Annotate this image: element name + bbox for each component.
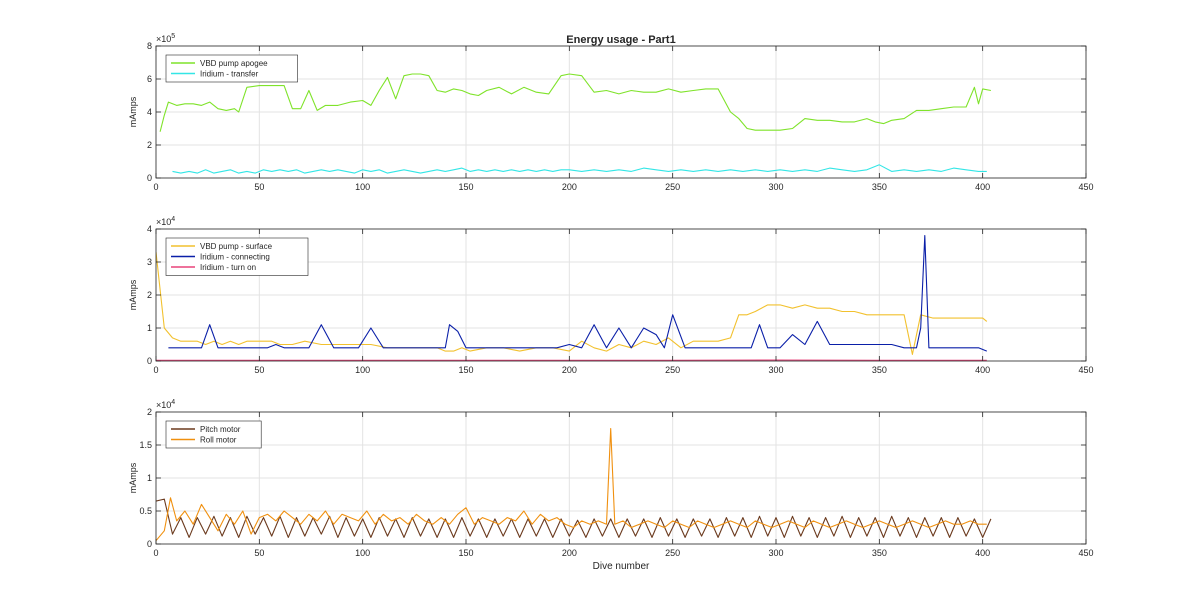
legend-entry: Iridium - transfer: [200, 70, 259, 79]
series-line-vbd-pump-surface: [156, 252, 988, 355]
y-tick-label: 0: [147, 173, 152, 183]
x-tick-label: 250: [665, 182, 680, 192]
series-line-iridium-transfer: [172, 164, 987, 174]
legend: Pitch motor Roll motor: [165, 420, 262, 449]
subplots-group: 0 50 100 150 200 250 300 350 400 45002468×105mAmp…: [128, 33, 1094, 558]
x-tick-label: 0: [153, 548, 158, 558]
x-tick-label: 50: [254, 548, 264, 558]
y-exponent-label: ×104: [156, 216, 175, 227]
y-tick-label: 0.5: [139, 506, 152, 516]
legend-entry: Roll motor: [200, 436, 237, 445]
series-group: [159, 73, 992, 174]
y-tick-label: 2: [147, 407, 152, 417]
x-tick-label: 350: [872, 548, 887, 558]
subplot-3: 0 50 100 150 200 250 300 350 400 450 0 0.5 1 1.5 2 ×104…: [128, 399, 1094, 558]
y-tick-label: 8: [147, 41, 152, 51]
x-tick-label: 200: [562, 365, 577, 375]
y-tick-label: 1: [147, 323, 152, 333]
x-tick-label: 50: [254, 182, 264, 192]
series-line-iridium-connecting: [168, 235, 988, 352]
x-tick-label: 300: [768, 182, 783, 192]
x-tick-label: 350: [872, 365, 887, 375]
x-tick-label: 400: [975, 548, 990, 558]
x-tick-label: 200: [562, 548, 577, 558]
x-tick-label: 150: [458, 365, 473, 375]
x-tick-label: 250: [665, 365, 680, 375]
x-tick-label: 100: [355, 182, 370, 192]
series-group: [156, 427, 992, 542]
y-tick-label: 1.5: [139, 440, 152, 450]
x-tick-label: 150: [458, 182, 473, 192]
x-tick-label: 250: [665, 548, 680, 558]
y-exponent-label: ×104: [156, 399, 175, 410]
x-tick-label: 100: [355, 365, 370, 375]
legend-entry: VBD pump - surface: [200, 242, 273, 251]
x-tick-label: 100: [355, 548, 370, 558]
x-tick-label: 450: [1078, 548, 1093, 558]
legend-entry: Iridium - connecting: [200, 253, 270, 262]
subplot-1: 0 50 100 150 200 250 300 350 400 450 0 2 4 6 8 ×105 mAmp…: [128, 33, 1094, 192]
y-tick-label: 2: [147, 140, 152, 150]
x-axis-label: Dive number: [593, 561, 650, 572]
legend: VBD pump - surface Iridium - connectingIr…: [165, 237, 309, 276]
x-tick-label: 300: [768, 548, 783, 558]
x-tick-label: 0: [153, 365, 158, 375]
y-exponent-label: ×105: [156, 33, 175, 44]
legend-box: [165, 54, 298, 83]
legend: VBD pump apogee Iridium - transfer: [165, 54, 298, 83]
x-tick-label: 450: [1078, 365, 1093, 375]
x-tick-label: 350: [872, 182, 887, 192]
series-line-vbd-pump-apogee: [159, 73, 992, 132]
y-axis-label: mAmps: [128, 96, 138, 127]
figure-title: Energy usage - Part1: [566, 34, 675, 46]
series-line-roll-motor: [156, 427, 987, 542]
y-tick-label: 6: [147, 74, 152, 84]
x-tick-label: 200: [562, 182, 577, 192]
y-tick-label: 0: [147, 356, 152, 366]
y-tick-label: 1: [147, 473, 152, 483]
subplot-2: 0 50 100 150 200 250 300 350 400 450 0 1 2 3 4 ×104 mAmp…: [128, 216, 1094, 375]
y-tick-label: 2: [147, 290, 152, 300]
x-tick-label: 300: [768, 365, 783, 375]
x-tick-label: 400: [975, 365, 990, 375]
legend-box: [165, 420, 262, 449]
x-tick-label: 50: [254, 365, 264, 375]
y-tick-label: 4: [147, 107, 152, 117]
x-tick-label: 0: [153, 182, 158, 192]
legend-entry: VBD pump apogee: [200, 59, 268, 68]
series-line-pitch-motor: [156, 498, 992, 538]
x-tick-label: 400: [975, 182, 990, 192]
y-tick-label: 3: [147, 257, 152, 267]
y-tick-label: 4: [147, 224, 152, 234]
y-axis-label: mAmps: [128, 462, 138, 493]
legend-entry: Iridium - turn on: [200, 263, 256, 272]
x-tick-label: 150: [458, 548, 473, 558]
y-tick-label: 0: [147, 539, 152, 549]
legend-entry: Pitch motor: [200, 425, 241, 434]
x-tick-label: 450: [1078, 182, 1093, 192]
y-axis-label: mAmps: [128, 279, 138, 310]
